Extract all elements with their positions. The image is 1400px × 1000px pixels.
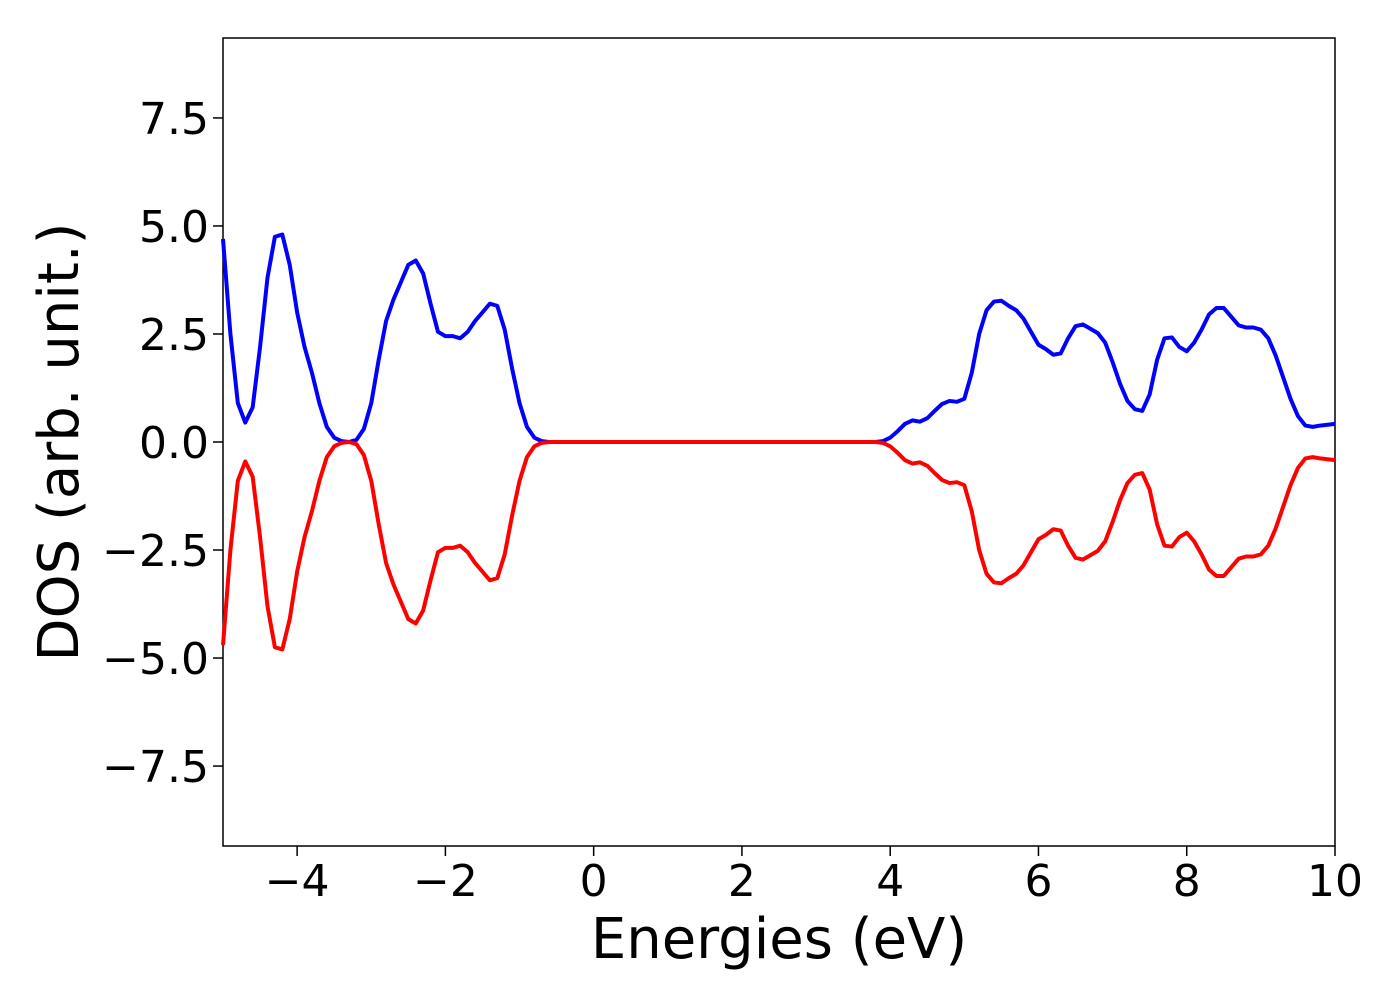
x-tick-label: 0 xyxy=(580,856,608,907)
x-tick-label: 2 xyxy=(728,856,756,907)
y-tick-label: −7.5 xyxy=(102,742,209,793)
data-line xyxy=(221,440,1336,652)
y-tick-label: 5.0 xyxy=(139,202,209,253)
y-tick-label: 7.5 xyxy=(139,94,209,145)
y-axis-title: DOS (arb. unit.) xyxy=(27,222,92,661)
x-tick-label: 10 xyxy=(1307,856,1363,907)
x-tick-label: 4 xyxy=(876,856,904,907)
y-tick-label: 2.5 xyxy=(139,310,209,361)
x-tick-label: −4 xyxy=(265,856,330,907)
x-tick-label: 8 xyxy=(1173,856,1201,907)
y-tick-label: −5.0 xyxy=(102,634,209,685)
data-line xyxy=(221,232,1336,444)
y-tick-label: −2.5 xyxy=(102,526,209,577)
x-axis-title: Energies (eV) xyxy=(591,907,967,972)
y-tick-label: 0.0 xyxy=(139,418,209,469)
x-tick-label: 6 xyxy=(1024,856,1052,907)
x-tick-label: −2 xyxy=(413,856,478,907)
